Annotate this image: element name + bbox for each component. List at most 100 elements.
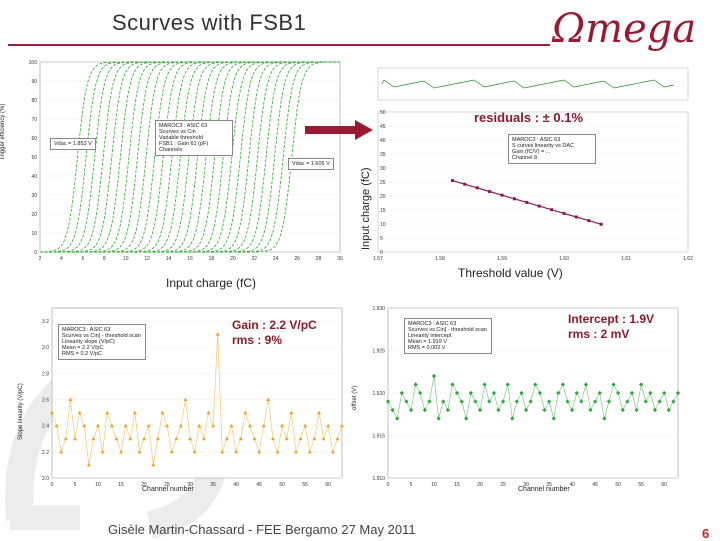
y-tick-label: 1.930	[372, 306, 385, 312]
data-point	[303, 423, 308, 428]
gain-value: Gain : 2.2 V/pC	[232, 318, 317, 332]
y-tick-label: 50	[31, 155, 37, 161]
legend-line: Channel 8	[512, 155, 538, 161]
data-point	[587, 219, 591, 223]
data-point	[488, 190, 492, 194]
data-point	[96, 423, 101, 428]
scurve-series	[40, 61, 340, 253]
y-tick-label: 0	[380, 250, 383, 256]
data-point	[105, 410, 110, 415]
data-point	[593, 399, 598, 404]
data-point	[257, 449, 262, 454]
x-tick-label: 20	[230, 256, 236, 262]
data-point	[224, 436, 229, 441]
x-tick-label: 14	[166, 256, 172, 262]
x-tick-label: 35	[210, 482, 216, 488]
data-point	[284, 436, 289, 441]
data-point	[512, 197, 516, 201]
data-point	[215, 332, 220, 336]
x-tick-label: 16	[187, 256, 193, 262]
x-tick-label: 55	[638, 482, 644, 488]
x-tick-label: 30	[523, 482, 529, 488]
x-tick-label: 20	[477, 482, 483, 488]
data-point	[602, 416, 607, 421]
y-tick-label: 35	[380, 152, 386, 158]
legend-line: Variable threshold	[159, 135, 203, 141]
data-point	[86, 462, 91, 467]
x-tick-label: 1.59	[497, 256, 507, 262]
y-tick-label: 15	[380, 208, 386, 214]
y-tick-label: 45	[380, 124, 386, 130]
data-point	[316, 410, 321, 415]
data-point	[454, 390, 460, 396]
scurves-ylabel: Trigger efficiency (%)	[0, 103, 6, 160]
x-tick-label: 10	[123, 256, 129, 262]
data-point	[192, 449, 197, 454]
x-tick-label: 10	[95, 482, 101, 488]
y-tick-label: 70	[31, 117, 37, 123]
legend-line: RMS = 0.2 V/pC	[62, 351, 102, 357]
legend-line: Linearity slope (V/pC)	[62, 339, 115, 345]
gain-ylabel: Slope linearity (V/pC)	[18, 383, 24, 440]
data-point	[128, 436, 133, 441]
x-tick-label: 60	[325, 482, 331, 488]
y-tick-label: 3.0	[42, 345, 49, 351]
data-point	[537, 204, 541, 208]
data-point	[550, 208, 554, 212]
data-point	[523, 407, 529, 413]
data-point	[500, 193, 504, 197]
data-point	[123, 423, 128, 428]
x-tick-label: 4	[60, 256, 63, 262]
data-point	[206, 410, 211, 415]
data-point	[146, 423, 151, 428]
legend-line: RMS = 0.002 V	[408, 345, 446, 351]
intercept-annotation: Intercept : 1.9V rms : 2 mV	[568, 312, 654, 342]
data-point	[321, 436, 326, 441]
data-point	[220, 449, 225, 454]
data-point	[500, 399, 506, 404]
data-point	[234, 449, 239, 454]
y-tick-label: 2.0	[42, 476, 49, 482]
scurves-xlabel: Input charge (fC)	[166, 276, 257, 290]
page-number: 6	[702, 526, 710, 541]
intercept-ylabel: offset (V)	[352, 385, 358, 410]
data-point	[525, 200, 529, 204]
legend-line: Scurves vs Cin] - threshold scan	[62, 333, 141, 339]
data-point	[100, 449, 105, 454]
y-tick-label: 40	[31, 174, 37, 180]
x-tick-label: 55	[302, 482, 308, 488]
y-tick-label: 2.6	[42, 398, 49, 404]
data-point	[155, 436, 160, 441]
data-point	[280, 423, 285, 428]
data-point	[340, 423, 344, 428]
x-tick-label: 15	[454, 482, 460, 488]
data-point	[252, 436, 257, 441]
data-point	[109, 423, 114, 428]
x-tick-label: 1.62	[683, 256, 693, 262]
legend-line: Linearity intercept	[408, 333, 452, 339]
scurves-legend: MAROC3 : ASIC 63 Scurves vs Cin Variable…	[155, 120, 233, 156]
data-point	[599, 222, 603, 226]
x-tick-label: 20	[141, 482, 147, 488]
x-tick-label: 15	[118, 482, 124, 488]
data-point	[238, 436, 243, 441]
y-tick-label: 80	[31, 98, 37, 104]
intercept-legend: MAROC3 : ASIC 63 Scurves vs Cin] - thres…	[404, 318, 492, 354]
x-tick-label: 1.57	[373, 256, 383, 262]
series-line	[51, 334, 343, 465]
data-point	[574, 215, 578, 219]
data-point	[312, 436, 317, 441]
data-point	[68, 397, 73, 402]
data-point	[178, 423, 183, 428]
data-point	[293, 449, 298, 454]
data-point	[160, 410, 165, 415]
data-point	[657, 399, 662, 404]
omega-logo: Ωmega	[552, 6, 697, 52]
data-point	[119, 449, 124, 454]
data-point	[174, 436, 179, 441]
data-point	[183, 397, 188, 402]
residual-series	[381, 79, 675, 89]
x-tick-label: 6	[81, 256, 84, 262]
data-point	[514, 399, 520, 404]
y-tick-label: 20	[31, 212, 37, 218]
